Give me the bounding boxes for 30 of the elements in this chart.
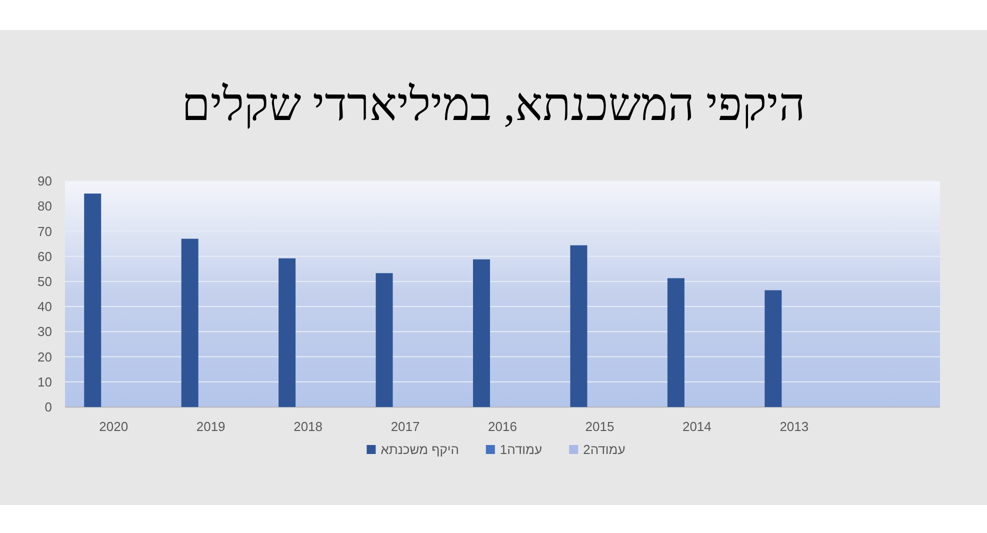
y-tick-label: 60 — [38, 248, 52, 264]
chart-title: היקפי המשכנתא, במיליארדי שקלים — [182, 79, 806, 130]
bar — [181, 238, 198, 407]
bar — [570, 245, 588, 407]
bar — [278, 258, 296, 407]
y-tick-label: 10 — [38, 374, 52, 390]
y-tick-label: 20 — [38, 349, 52, 364]
x-tick-label: 2019 — [196, 419, 226, 434]
y-tick-label: 70 — [38, 224, 52, 239]
x-tick-label: 2017 — [390, 419, 420, 434]
y-tick-label: 40 — [38, 299, 52, 314]
x-tick-label: 2018 — [294, 419, 323, 434]
y-tick-label: 80 — [38, 198, 52, 214]
bar — [376, 273, 393, 407]
x-tick-label: 2015 — [585, 419, 614, 434]
y-tick-label: 50 — [38, 274, 52, 289]
legend-label: היקף משכנתא — [380, 442, 460, 457]
bar — [764, 290, 782, 407]
y-tick-label: 90 — [38, 174, 52, 189]
x-tick-label: 2016 — [488, 419, 517, 434]
legend-label: עמודה1 — [500, 442, 542, 457]
x-tick-label: 2014 — [682, 419, 712, 434]
bar — [473, 259, 490, 407]
bar — [667, 278, 684, 407]
x-tick-label: 2013 — [780, 419, 809, 434]
y-tick-label: 30 — [38, 324, 52, 340]
y-tick-label: 0 — [44, 400, 52, 415]
x-tick-label: 2020 — [99, 419, 128, 434]
legend-label: עמודה2 — [583, 442, 626, 457]
bar — [84, 194, 102, 407]
